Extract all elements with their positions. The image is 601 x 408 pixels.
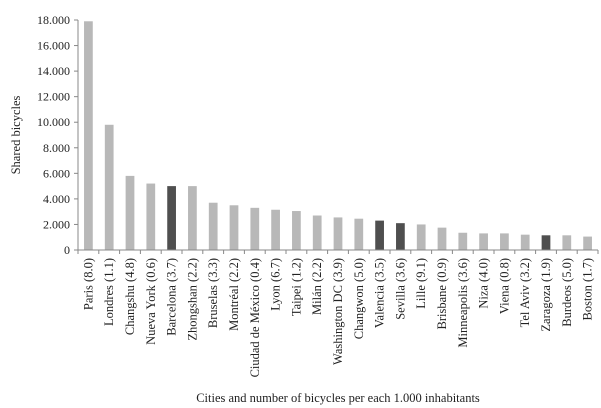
- y-tick-label: 18.000: [37, 13, 70, 27]
- bar: [416, 224, 426, 250]
- x-category-label: Sevilla (3.6): [393, 258, 407, 320]
- bar: [583, 236, 592, 250]
- x-category-label: Bruselas (3.3): [206, 258, 220, 328]
- x-category-label: Tel Aviv (3.2): [518, 258, 532, 327]
- x-category-label: Valencia (3.5): [373, 258, 387, 328]
- bar: [146, 183, 156, 250]
- bar: [271, 209, 280, 250]
- bar: [458, 232, 468, 250]
- x-category-label: Milán (2.2): [310, 258, 324, 315]
- bar: [541, 235, 551, 250]
- bar: [229, 205, 239, 250]
- x-category-label: Changwon (5.0): [352, 258, 366, 339]
- y-tick-label: 2.000: [43, 217, 70, 231]
- x-category-label: Brisbane (0.9): [435, 258, 449, 330]
- x-category-label: Londres (1.1): [102, 258, 116, 326]
- y-tick-label: 16.000: [37, 39, 70, 53]
- y-tick-label: 8.000: [43, 141, 70, 155]
- y-axis-title: Shared bicycles: [9, 95, 23, 174]
- x-category-label: Taipei (1.2): [289, 258, 303, 316]
- bar: [520, 234, 530, 250]
- bar: [208, 202, 218, 250]
- bar: [312, 215, 322, 250]
- bar: [250, 207, 260, 250]
- x-category-label: Ciudad de México (0.4): [248, 258, 262, 377]
- x-category-label: Viena (0.8): [497, 258, 511, 314]
- y-tick-label: 10.000: [37, 115, 70, 129]
- y-tick-label: 0: [64, 243, 70, 257]
- bar: [84, 21, 93, 251]
- bar: [396, 223, 405, 250]
- x-category-label: Niza (4.0): [477, 258, 491, 309]
- bar: [292, 211, 301, 250]
- x-category-label: Paris (8.0): [81, 258, 95, 310]
- bar: [437, 227, 447, 250]
- x-category-label: Boston (1.7): [581, 258, 595, 321]
- y-tick-label: 12.000: [37, 90, 70, 104]
- x-category-label: Nueva York (0.6): [144, 258, 158, 345]
- bar: [104, 124, 114, 250]
- bar: [479, 233, 488, 250]
- y-axis: 0 2.000 4.000 6.000 8.000 10.000 12.000 14.000 1…: [37, 13, 79, 257]
- x-category-label: Lyon (6.7): [269, 258, 283, 311]
- x-axis: Paris (8.0) Londres (1.1) Changshu (4.8) Nu…: [77, 249, 599, 377]
- bar: [500, 233, 509, 250]
- bar: [562, 235, 572, 250]
- bar: [333, 217, 343, 250]
- x-category-label: Burdeos (5.0): [560, 258, 574, 327]
- x-category-label: Lille (9.1): [414, 258, 428, 309]
- y-tick-label: 14.000: [37, 64, 70, 78]
- bar: [375, 220, 384, 250]
- bar: [125, 175, 135, 250]
- x-category-label: Washington DC (3.9): [331, 258, 345, 365]
- bar: [167, 186, 176, 250]
- x-category-label: Zhongshan (2.2): [185, 258, 199, 341]
- x-category-label: Changshu (4.8): [123, 258, 137, 335]
- y-tick-label: 6.000: [43, 166, 70, 180]
- x-axis-title: Cities and number of bicycles per each 1…: [196, 391, 480, 405]
- bar: [354, 218, 364, 250]
- bars: [84, 21, 592, 251]
- x-category-label: Barcelona (3.7): [165, 258, 179, 336]
- y-tick-label: 4.000: [43, 192, 70, 206]
- bar: [188, 186, 197, 250]
- x-category-label: Montréal (2.2): [227, 258, 241, 331]
- x-category-label: Minneapolis (3.6): [456, 258, 470, 348]
- x-category-label: Zaragoza (1.9): [539, 258, 553, 332]
